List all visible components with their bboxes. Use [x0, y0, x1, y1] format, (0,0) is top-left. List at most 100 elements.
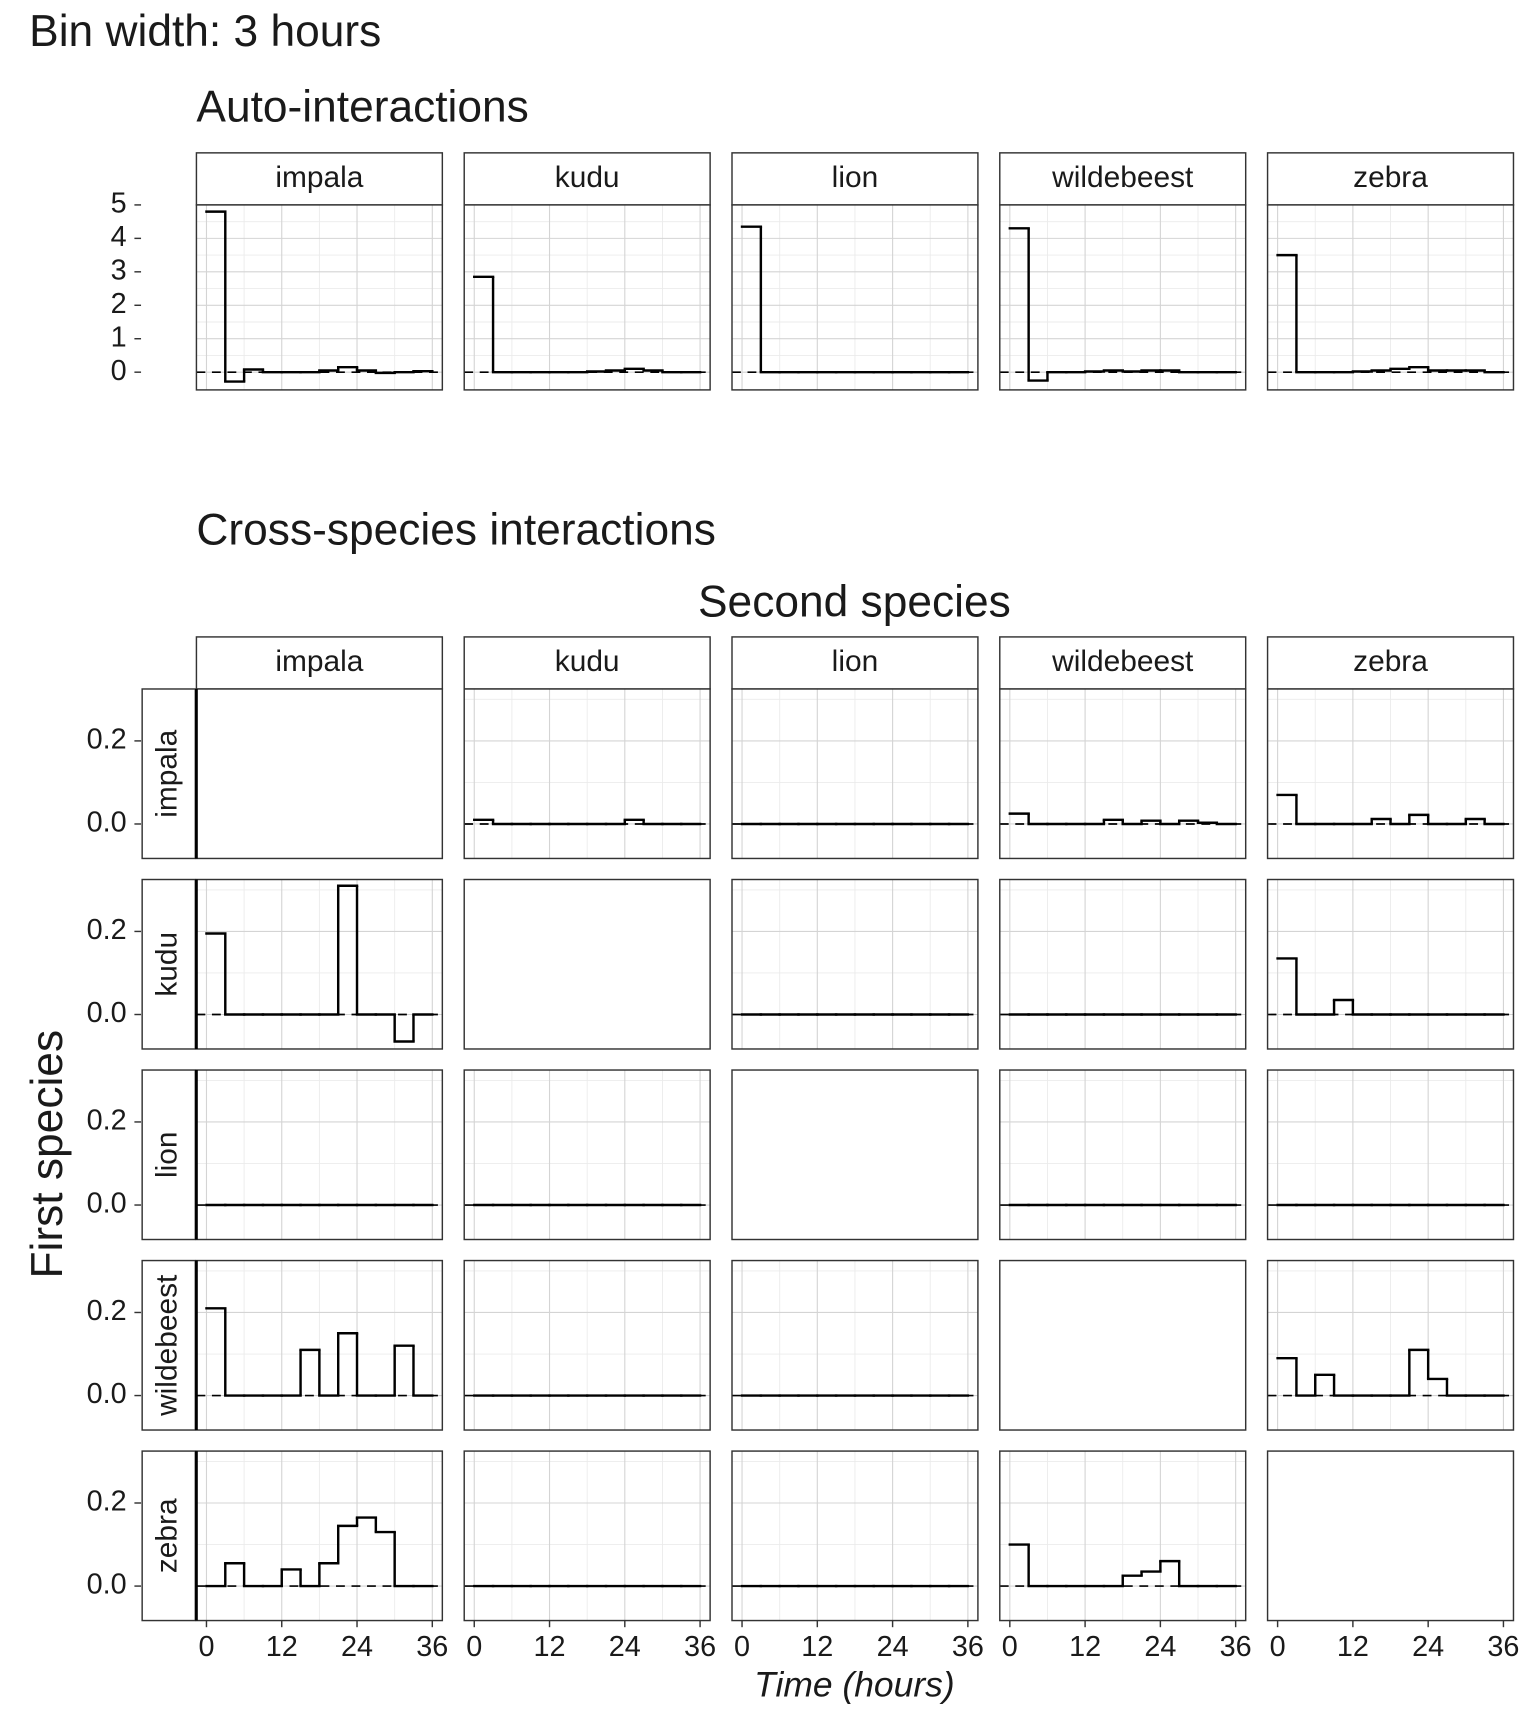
x-tick-label: 36 — [952, 1631, 984, 1663]
y-tick-label: 1 — [111, 321, 127, 353]
row-title: First species — [23, 1030, 72, 1279]
x-tick-label: 36 — [684, 1631, 716, 1663]
panel-border — [463, 688, 711, 860]
x-tick-label: 0 — [198, 1631, 214, 1663]
x-tick-label: 12 — [534, 1631, 566, 1663]
panel-background — [999, 1260, 1246, 1431]
strip-label: wildebeest — [151, 1274, 184, 1417]
section-title: Auto-interactions — [196, 82, 528, 131]
strip — [141, 1450, 197, 1622]
x-tick-label: 36 — [416, 1631, 448, 1663]
panel-border — [731, 1259, 979, 1431]
x-tick-label: 24 — [1412, 1631, 1444, 1663]
y-tick-label: 0.0 — [87, 997, 127, 1029]
panel-border — [999, 688, 1247, 860]
x-tick-label: 24 — [877, 1631, 909, 1663]
panel-border — [1266, 878, 1515, 1050]
strip-label: impala — [275, 645, 363, 678]
x-tick-label: 12 — [801, 1631, 833, 1663]
strip-label: impala — [275, 161, 363, 194]
x-tick-label: 36 — [1220, 1631, 1252, 1663]
panel-border — [463, 1450, 711, 1622]
y-tick-label: 0.0 — [87, 807, 127, 839]
y-tick-label: 0.0 — [87, 1188, 127, 1220]
strip — [463, 152, 711, 206]
x-tick-label: 12 — [1069, 1631, 1101, 1663]
strip — [1266, 152, 1515, 206]
panel-border — [1266, 1259, 1515, 1431]
panel-border — [999, 1069, 1247, 1241]
panel-border — [1266, 1450, 1515, 1622]
strip-label: kudu — [555, 161, 620, 194]
strip-label: zebra — [1353, 161, 1428, 194]
panel-border — [731, 204, 979, 391]
panel-border — [1266, 688, 1515, 860]
panel-border — [999, 1450, 1247, 1622]
strip-label: zebra — [1353, 645, 1428, 678]
strip — [195, 636, 444, 690]
panel-border — [999, 878, 1247, 1050]
panel-border — [1266, 1069, 1515, 1241]
panel-border — [999, 1259, 1247, 1431]
figure-title: Bin width: 3 hours — [29, 7, 381, 56]
strip-label: kudu — [555, 645, 620, 678]
strip — [141, 1069, 197, 1241]
strip-label: impala — [151, 729, 184, 817]
strip-label: wildebeest — [1051, 161, 1194, 194]
panel-border — [463, 204, 711, 391]
panel-background — [732, 1070, 978, 1240]
panel-border — [731, 1450, 979, 1622]
y-tick-label: 0 — [111, 355, 127, 387]
y-tick-label: 4 — [111, 221, 127, 253]
strip — [141, 878, 197, 1050]
y-tick-label: 2 — [111, 288, 127, 320]
y-tick-label: 0.2 — [87, 1105, 127, 1137]
y-tick-label: 0.0 — [87, 1378, 127, 1410]
y-tick-label: 5 — [111, 188, 127, 220]
strip-label: zebra — [151, 1498, 184, 1573]
y-tick-label: 0.2 — [87, 1486, 127, 1518]
panel-border — [731, 878, 979, 1050]
strip-label: lion — [832, 645, 879, 678]
panel-background — [196, 688, 443, 859]
y-tick-label: 3 — [111, 254, 127, 286]
strip-label: wildebeest — [1051, 645, 1194, 678]
x-tick-label: 12 — [266, 1631, 298, 1663]
panel-border — [731, 688, 979, 860]
section-title: Cross-species interactions — [196, 506, 715, 555]
panel-border — [195, 204, 444, 391]
y-tick-label: 0.2 — [87, 1295, 127, 1327]
strip-label: lion — [151, 1132, 184, 1179]
x-tick-label: 0 — [466, 1631, 482, 1663]
y-tick-label: 0.2 — [87, 724, 127, 756]
strip — [999, 636, 1247, 690]
x-tick-label: 0 — [1270, 1631, 1286, 1663]
strip — [195, 152, 444, 206]
panel-border — [463, 1069, 711, 1241]
x-tick-label: 24 — [609, 1631, 641, 1663]
x-tick-label: 0 — [1002, 1631, 1018, 1663]
panel-background — [1267, 1451, 1514, 1621]
panel-background — [464, 879, 711, 1049]
strip — [731, 636, 979, 690]
y-tick-label: 0.0 — [87, 1569, 127, 1601]
x-tick-label: 0 — [734, 1631, 750, 1663]
panel-border — [1266, 204, 1515, 391]
panel-border — [731, 1069, 979, 1241]
strip — [463, 636, 711, 690]
strip-label: lion — [832, 161, 879, 194]
panel-border — [463, 878, 711, 1050]
x-tick-label: 12 — [1337, 1631, 1369, 1663]
x-axis-label: Time (hours) — [754, 1664, 955, 1704]
x-tick-label: 24 — [341, 1631, 373, 1663]
y-tick-label: 0.2 — [87, 914, 127, 946]
strip — [999, 152, 1247, 206]
strip-label: kudu — [151, 932, 184, 997]
panel-border — [999, 204, 1247, 391]
x-tick-label: 36 — [1487, 1631, 1519, 1663]
panel-border — [463, 1259, 711, 1431]
strip — [1266, 636, 1515, 690]
strip — [141, 1259, 197, 1431]
column-title: Second species — [698, 578, 1011, 627]
